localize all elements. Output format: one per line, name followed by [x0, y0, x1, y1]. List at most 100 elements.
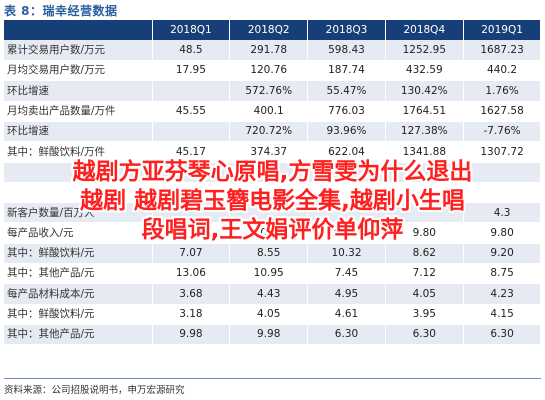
table-cell: 8.75	[463, 263, 542, 285]
table-cell	[307, 162, 386, 183]
table-row: 其中：其他产品/元 13.06 10.95 7.45 7.12 8.75	[4, 263, 542, 285]
table-cell: 48.5	[152, 40, 231, 62]
table-row	[4, 162, 542, 183]
row-label: 月均交易用户数/万元	[4, 60, 153, 82]
table-cell: 1.76%	[463, 80, 542, 102]
row-label: 新客户数量/百万人	[4, 202, 153, 224]
table-cell: 187.74	[307, 60, 386, 82]
table-cell: 374.37	[229, 141, 309, 163]
table-cell: 13.06	[152, 263, 231, 285]
table-cell	[307, 182, 386, 204]
row-label: 每产品材料成本/元	[4, 283, 153, 305]
table-cell: 8.55	[229, 243, 309, 265]
table-cell: 93.96%	[307, 121, 386, 143]
table-cell: 8.62	[385, 243, 464, 265]
table-row: 月均交易用户数/万元 17.95 120.76 187.74 432.59 440.2	[4, 60, 542, 82]
overlay-line: 段唱词,王文娟评价单仰萍	[141, 217, 404, 243]
table-cell: 7.12	[385, 263, 464, 285]
table-cell: 10.95	[229, 263, 309, 285]
row-label	[4, 182, 153, 204]
table-row: 每产品材料成本/元 3.68 4.43 4.95 4.05 4.23	[4, 283, 542, 305]
table-cell	[152, 202, 231, 224]
overlay-line: 越剧方亚芬琴心原唱,方雪雯为什么退出	[72, 159, 473, 185]
table-row: 每产品收入/元 8.86 10.12 10.13 9.80 9.80	[4, 222, 542, 244]
table-cell: 3.18	[152, 304, 231, 325]
table-row: 其中：鲜酸饮料/元 7.07 8.55 10.32 8.62 9.20	[4, 243, 542, 265]
table-row: 月均卖出产品数量/万件 45.55 400.1 776.03 1764.51 1627.5…	[4, 101, 542, 122]
column-header: 2018Q4	[385, 20, 464, 41]
table-cell	[385, 202, 464, 224]
table-cell: 17.95	[152, 60, 231, 82]
table-cell: 6.30	[463, 324, 542, 346]
table-cell: 4.61	[307, 304, 386, 325]
table-cell: 45.55	[152, 101, 231, 122]
table-cell: 10.12	[229, 222, 309, 244]
table-cell: 55.47%	[307, 80, 386, 102]
table-cell: 4.3	[463, 202, 542, 224]
table-cell: 1252.95	[385, 40, 464, 62]
table-cell	[385, 162, 464, 183]
column-header	[4, 20, 153, 41]
table-cell: -7.76%	[463, 121, 542, 143]
table-row: 新客户数量/百万人 4.3	[4, 202, 542, 224]
table-cell: 4.15	[463, 304, 542, 325]
table-row: 环比增速 720.72% 93.96% 127.38% -7.76%	[4, 121, 542, 143]
table-cell: 440.2	[463, 60, 542, 82]
table-cell	[152, 121, 231, 143]
table-row: 环比增速 572.76% 55.47% 130.42% 1.76%	[4, 80, 542, 102]
table-cell	[229, 182, 309, 204]
table-cell	[152, 80, 231, 102]
table-cell: 4.05	[385, 283, 464, 305]
table-cell: 4.23	[463, 283, 542, 305]
source-note: 资料来源：公司招股说明书，申万宏源研究	[4, 385, 185, 396]
table-cell: 3.68	[152, 283, 231, 305]
row-label: 累计交易用户数/万元	[4, 40, 153, 62]
row-label: 其中：其他产品/元	[4, 324, 153, 346]
table-cell: 4.05	[229, 304, 309, 325]
table-cell: 3.95	[385, 304, 464, 325]
table-cell: 6.30	[307, 324, 386, 346]
table-cell: 130.42%	[385, 80, 464, 102]
table-cell: 400.1	[229, 101, 309, 122]
table-cell: 622.04	[307, 141, 386, 163]
table-cell: 9.98	[229, 324, 309, 346]
table-cell	[385, 182, 464, 204]
table-title: 表 8：瑞幸经营数据	[4, 4, 118, 18]
table-cell: 7.45	[307, 263, 386, 285]
row-label: 其中：鲜酸饮料/元	[4, 243, 153, 265]
table-cell: 572.76%	[229, 80, 309, 102]
column-header: 2018Q1	[152, 20, 231, 41]
table-cell: 1687.23	[463, 40, 542, 62]
column-header: 2019Q1	[463, 20, 542, 41]
column-header: 2018Q3	[307, 20, 386, 41]
table-cell	[307, 202, 386, 224]
table-cell: 10.13	[307, 222, 386, 244]
table-cell: 9.80	[385, 222, 464, 244]
table-cell: 8.86	[152, 222, 231, 244]
table-cell: 1341.88	[385, 141, 464, 163]
table-cell: 720.72%	[229, 121, 309, 143]
row-label: 其中：鲜酸饮料/元	[4, 304, 153, 325]
table-cell	[463, 162, 542, 183]
table-row	[4, 182, 542, 204]
table-cell: 6.30	[385, 324, 464, 346]
table-cell: 10.32	[307, 243, 386, 265]
column-header: 2018Q2	[229, 20, 309, 41]
row-label: 其中：其他产品/元	[4, 263, 153, 285]
row-label: 月均卖出产品数量/万件	[4, 101, 153, 122]
row-label: 环比增速	[4, 80, 153, 102]
table-row: 累计交易用户数/万元 48.5 291.78 598.43 1252.95 1687.23	[4, 40, 542, 62]
table-cell: 120.76	[229, 60, 309, 82]
table-cell: 127.38%	[385, 121, 464, 143]
footer-divider	[4, 378, 541, 379]
row-label: 每产品收入/元	[4, 222, 153, 244]
table-cell	[229, 202, 309, 224]
table-cell	[152, 162, 231, 183]
header-row: 2018Q1 2018Q2 2018Q3 2018Q4 2019Q1	[4, 20, 542, 41]
table-cell	[152, 182, 231, 204]
table-cell: 291.78	[229, 40, 309, 62]
table-cell: 432.59	[385, 60, 464, 82]
table-cell: 9.20	[463, 243, 542, 265]
table-cell: 4.43	[229, 283, 309, 305]
table-cell: 7.07	[152, 243, 231, 265]
